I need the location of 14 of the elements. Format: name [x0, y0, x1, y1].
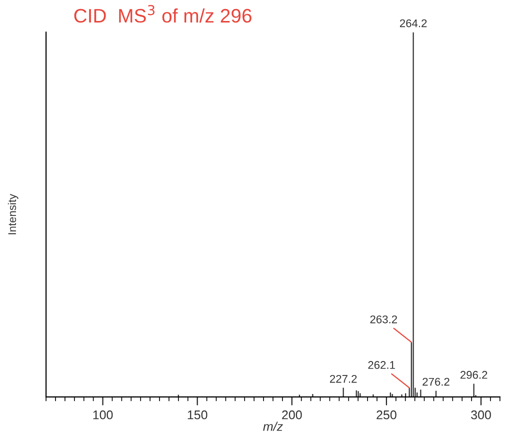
- x-tick-label: 150: [188, 410, 208, 420]
- annotation: 296.2: [460, 370, 488, 379]
- annotation: 264.2: [400, 19, 427, 28]
- y-axis-title: Intensity: [8, 194, 18, 234]
- annotation: 262.1: [368, 361, 395, 369]
- x-tick-label: 300: [471, 410, 491, 420]
- chart-title: CID MS$^{3}$ of m/z 296: [74, 4, 252, 23]
- annotation: 276.2: [422, 378, 450, 386]
- x-tick-label: 200: [282, 410, 302, 420]
- x-axis-title: m/z: [263, 422, 283, 431]
- annotation: 227.2: [330, 374, 357, 383]
- annotation: 263.2: [370, 315, 397, 324]
- x-tick-label: 250: [376, 410, 396, 420]
- x-tick-label: 100: [93, 410, 113, 420]
